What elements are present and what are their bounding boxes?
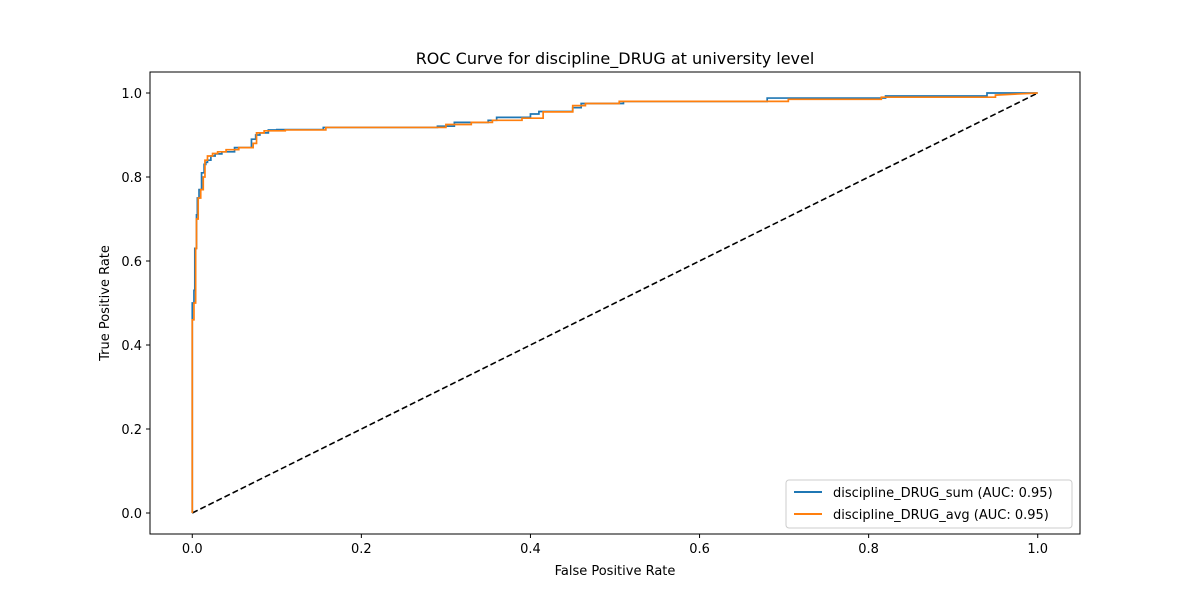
plot-frame [149, 71, 1081, 535]
chance-diagonal-line [191, 92, 1039, 514]
x-axis: 0.0 0.2 0.4 0.6 0.8 1.0 [182, 534, 1048, 557]
x-tick-label: 1.0 [1027, 542, 1048, 557]
legend-label-avg: discipline_DRUG_avg (AUC: 0.95) [833, 508, 1049, 523]
x-axis-label: False Positive Rate [555, 564, 676, 579]
y-axis-label: True Positive Rate [98, 245, 113, 362]
series-line-avg [191, 92, 1038, 513]
y-axis: 0.0 0.2 0.4 0.6 0.8 1.0 [121, 87, 150, 522]
series-line-sum [191, 92, 1038, 513]
plot-lines [191, 92, 1039, 514]
legend-label-sum: discipline_DRUG_sum (AUC: 0.95) [833, 486, 1053, 501]
y-tick-label: 1.0 [121, 87, 142, 102]
y-tick-label: 0.0 [121, 507, 142, 522]
y-tick-label: 0.8 [121, 171, 142, 186]
x-tick-label: 0.6 [689, 542, 710, 557]
x-tick-label: 0.8 [858, 542, 879, 557]
x-tick-label: 0.2 [351, 542, 372, 557]
x-tick-label: 0.4 [520, 542, 541, 557]
legend: discipline_DRUG_sum (AUC: 0.95) discipli… [785, 479, 1073, 529]
x-tick-label: 0.0 [182, 542, 203, 557]
chart-title: ROC Curve for discipline_DRUG at univers… [416, 49, 815, 69]
y-tick-label: 0.2 [121, 423, 142, 438]
legend-box [785, 479, 1073, 529]
y-tick-label: 0.6 [121, 255, 142, 270]
y-tick-label: 0.4 [121, 339, 142, 354]
